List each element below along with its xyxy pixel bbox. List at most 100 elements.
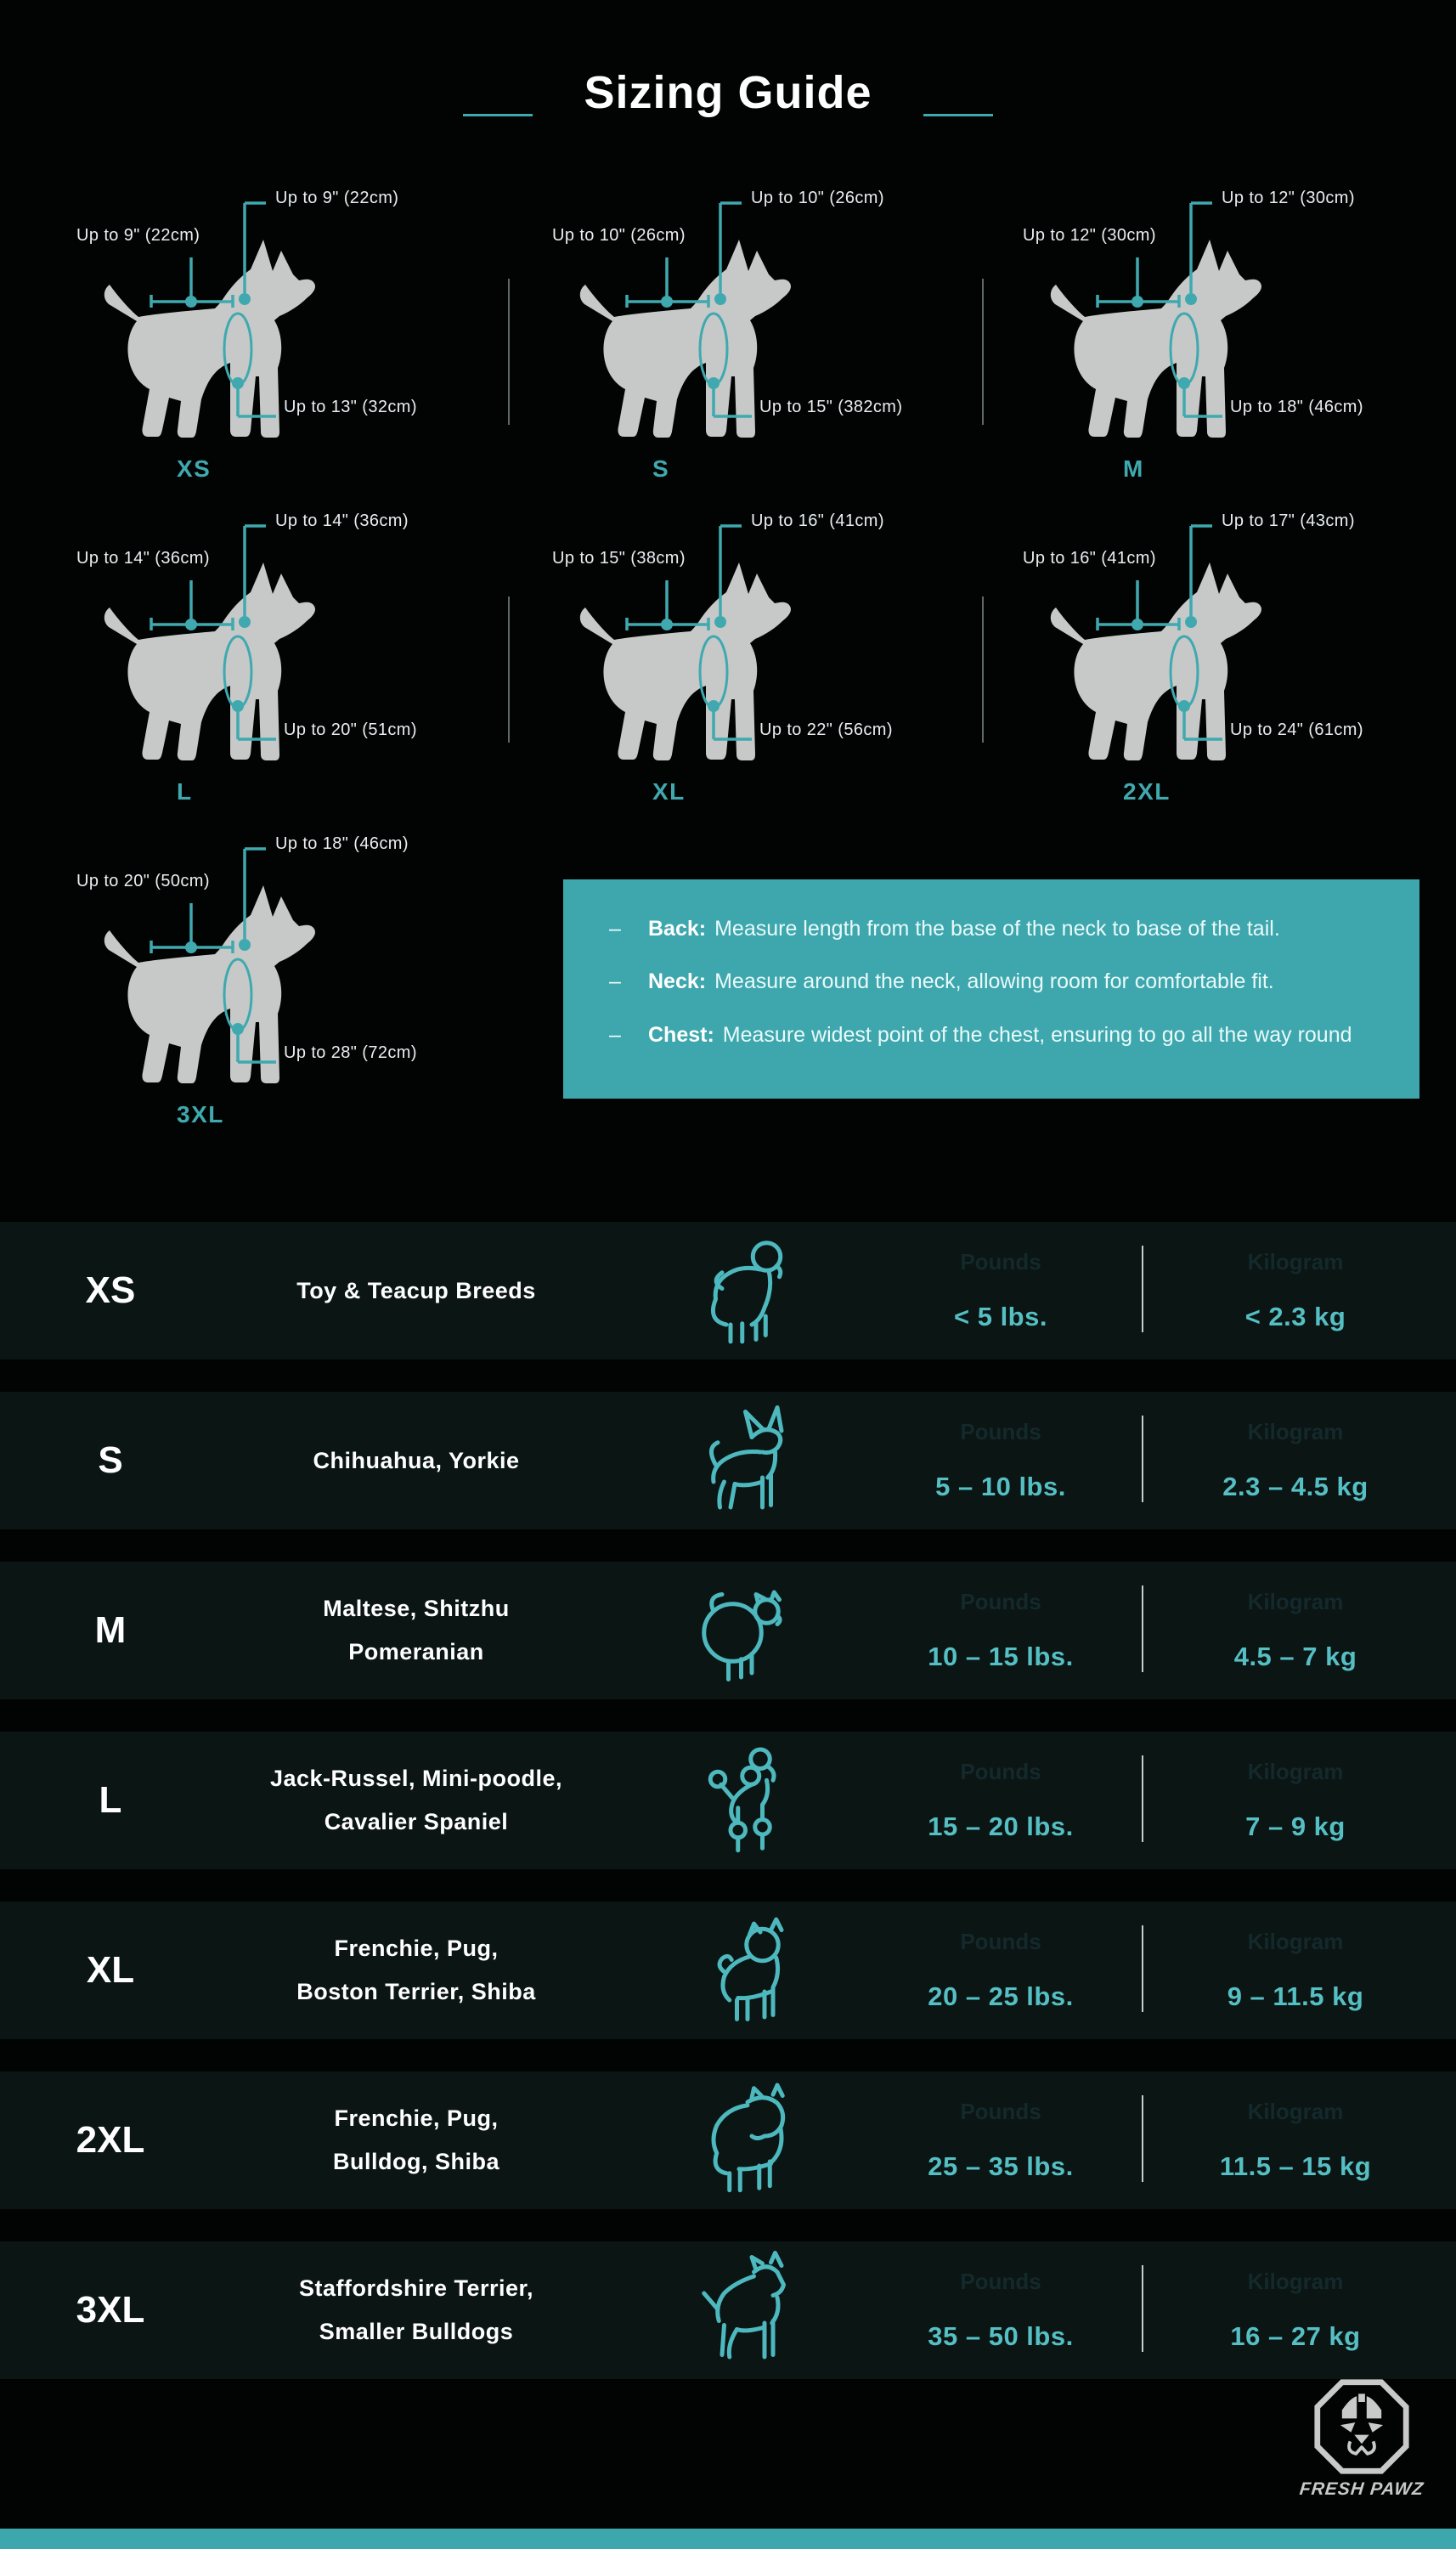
size-cell: 3XL — [76, 2289, 145, 2331]
bullet-dash: – — [609, 969, 621, 994]
diagram-l: Up to 14" (36cm) Up to 14" (36cm) Up to … — [34, 493, 510, 816]
pounds-value: 20 – 25 lbs. — [928, 1981, 1074, 2011]
pounds-header: Pounds — [960, 1249, 1041, 1274]
pounds-header: Pounds — [960, 1759, 1041, 1784]
fresh-pawz-logo-icon — [1312, 2377, 1411, 2478]
neck-measure-label: Up to 17" (43cm) — [1222, 511, 1355, 530]
size-cell: 2XL — [76, 2119, 145, 2161]
kilogram-header: Kilogram — [1247, 1249, 1344, 1274]
size-cell: XS — [85, 1269, 136, 1311]
breeds-cell: Frenchie, Pug, Bulldog, Shiba — [191, 2071, 641, 2209]
diagram-divider — [982, 596, 984, 743]
pounds-value: 15 – 20 lbs. — [928, 1811, 1074, 1841]
pomeranian-icon — [675, 1567, 807, 1694]
table-row: XS Toy & Teacup Breeds Pounds < 5 lbs. K… — [0, 1222, 1456, 1359]
pounds-value: 5 – 10 lbs. — [935, 1472, 1066, 1501]
breeds-line: Boston Terrier, Shiba — [296, 1979, 536, 2004]
diagram-size-label: S — [652, 455, 670, 482]
diagram-size-label: 2XL — [1123, 778, 1171, 805]
kilogram-value: 11.5 – 15 kg — [1219, 2151, 1372, 2181]
kilogram-value: 16 – 27 kg — [1230, 2321, 1361, 2351]
breeds-line: Pomeranian — [348, 1639, 484, 1664]
table-row: 2XL Frenchie, Pug, Bulldog, Shiba Pounds… — [0, 2071, 1456, 2209]
neck-measure-label: Up to 16" (41cm) — [751, 511, 884, 530]
pounds-value: 25 – 35 lbs. — [928, 2151, 1074, 2181]
diagram-xs: Up to 9" (22cm) Up to 9" (22cm) Up to 13… — [34, 170, 510, 493]
instruction-label: Neck: — [648, 969, 707, 994]
diagram-s: Up to 10" (26cm) Up to 10" (26cm) Up to … — [510, 170, 985, 493]
chest-measure-label: Up to 28" (72cm) — [284, 1043, 417, 1062]
size-cell: M — [94, 1609, 127, 1651]
pounds-value: 10 – 15 lbs. — [928, 1642, 1074, 1671]
kilogram-header: Kilogram — [1247, 1929, 1344, 1954]
back-measure-label: Up to 12" (30cm) — [1023, 226, 1156, 245]
page-title: Sizing Guide — [584, 67, 872, 118]
diagram-size-label: XL — [652, 778, 686, 805]
diagram-m: Up to 12" (30cm) Up to 12" (30cm) Up to … — [980, 170, 1456, 493]
neck-measure-label: Up to 18" (46cm) — [275, 834, 409, 853]
table-row: L Jack-Russel, Mini-poodle, Cavalier Spa… — [0, 1732, 1456, 1869]
back-measure-label: Up to 14" (36cm) — [76, 549, 210, 568]
brand-name: FRESH PAWZ — [1298, 2479, 1425, 2499]
bichon-icon — [675, 1227, 807, 1354]
diagram-xl: Up to 16" (41cm) Up to 15" (38cm) Up to … — [510, 493, 985, 816]
staffordshire-icon — [675, 2247, 807, 2374]
back-measure-label: Up to 10" (26cm) — [552, 226, 686, 245]
pounds-header: Pounds — [960, 1589, 1041, 1614]
footer-accent-bar — [0, 2529, 1456, 2549]
size-cell: S — [98, 1439, 123, 1481]
instruction-neck: – Neck: Measure around the neck, allowin… — [609, 966, 1419, 997]
bullet-dash: – — [609, 1022, 621, 1047]
kilogram-value: 4.5 – 7 kg — [1233, 1642, 1357, 1671]
breeds-line: Smaller Bulldogs — [319, 2319, 514, 2344]
back-measure-label: Up to 15" (38cm) — [552, 549, 686, 568]
instruction-label: Chest: — [648, 1022, 714, 1047]
instruction-label: Back: — [648, 917, 707, 941]
column-divider — [1142, 2265, 1143, 2352]
column-divider — [1142, 1585, 1143, 1672]
kilogram-header: Kilogram — [1247, 1759, 1344, 1784]
diagram-size-label: L — [177, 778, 193, 805]
breeds-cell: Toy & Teacup Breeds — [191, 1222, 641, 1359]
breeds-line: Bulldog, Shiba — [333, 2149, 499, 2174]
breeds-cell: Staffordshire Terrier, Smaller Bulldogs — [191, 2241, 641, 2379]
breeds-line: Frenchie, Pug, — [334, 2105, 499, 2131]
kilogram-header: Kilogram — [1247, 2269, 1344, 2294]
chest-measure-label: Up to 20" (51cm) — [284, 721, 417, 739]
pounds-value: < 5 lbs. — [954, 1302, 1047, 1331]
chest-measure-label: Up to 18" (46cm) — [1230, 398, 1363, 416]
title-accent-line-right — [923, 114, 993, 116]
breeds-cell: Frenchie, Pug, Boston Terrier, Shiba — [191, 1902, 641, 2039]
chest-measure-label: Up to 22" (56cm) — [759, 721, 893, 739]
instruction-text: Measure around the neck, allowing room f… — [714, 969, 1274, 994]
diagram-divider — [508, 596, 510, 743]
breeds-line: Maltese, Shitzhu — [323, 1596, 510, 1621]
kilogram-header: Kilogram — [1247, 1589, 1344, 1614]
kilogram-header: Kilogram — [1247, 2099, 1344, 2124]
instruction-text: Measure length from the base of the neck… — [714, 917, 1280, 941]
pounds-header: Pounds — [960, 2099, 1041, 2124]
breeds-line: Staffordshire Terrier, — [298, 2275, 534, 2301]
instruction-chest: – Chest: Measure widest point of the che… — [609, 1020, 1419, 1050]
pounds-header: Pounds — [960, 1419, 1041, 1444]
diagram-2xl: Up to 17" (43cm) Up to 16" (41cm) Up to … — [980, 493, 1456, 816]
neck-measure-label: Up to 14" (36cm) — [275, 511, 409, 530]
chihuahua-icon — [675, 1397, 807, 1524]
diagram-divider — [982, 279, 984, 425]
back-measure-label: Up to 9" (22cm) — [76, 226, 200, 245]
kilogram-value: < 2.3 kg — [1244, 1302, 1346, 1331]
breeds-cell: Maltese, Shitzhu Pomeranian — [191, 1562, 641, 1699]
chest-measure-label: Up to 13" (32cm) — [284, 398, 417, 416]
table-row: XL Frenchie, Pug, Boston Terrier, Shiba … — [0, 1902, 1456, 2039]
neck-measure-label: Up to 12" (30cm) — [1222, 189, 1355, 207]
kilogram-value: 9 – 11.5 kg — [1227, 1981, 1364, 2011]
back-measure-label: Up to 20" (50cm) — [76, 872, 210, 890]
breeds-line: Cavalier Spaniel — [324, 1809, 509, 1834]
pounds-value: 35 – 50 lbs. — [928, 2321, 1074, 2351]
column-divider — [1142, 1925, 1143, 2012]
back-measure-label: Up to 16" (41cm) — [1023, 549, 1156, 568]
measuring-instructions-box: – Back: Measure length from the base of … — [563, 879, 1419, 1099]
breeds-line: Toy & Teacup Breeds — [296, 1277, 536, 1303]
kilogram-value: 7 – 9 kg — [1245, 1811, 1346, 1841]
